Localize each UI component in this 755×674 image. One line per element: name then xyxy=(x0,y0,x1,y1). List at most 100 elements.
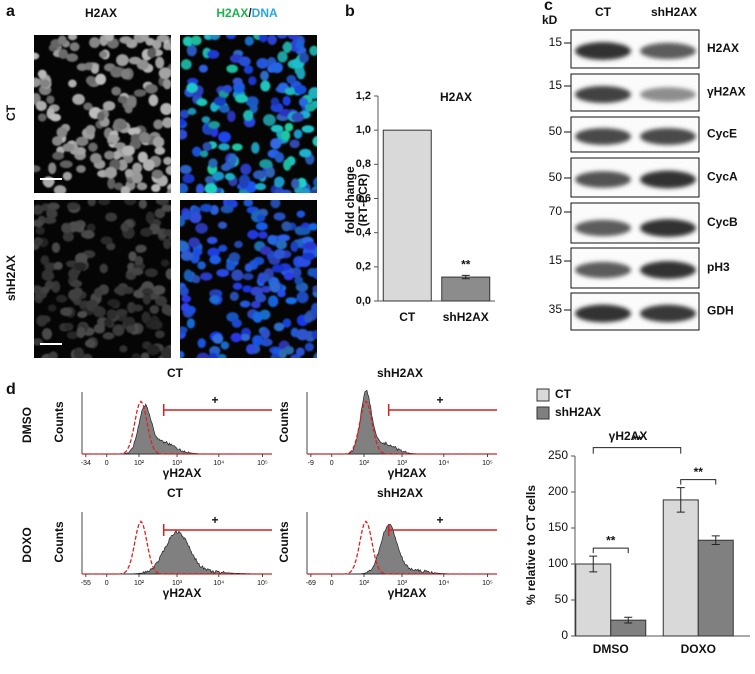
nucleus xyxy=(120,185,131,193)
nucleus xyxy=(120,222,130,233)
nucleus xyxy=(283,41,292,53)
y-tick-label: 100 xyxy=(548,556,568,570)
nucleus xyxy=(107,298,119,307)
nucleus xyxy=(40,79,51,88)
nucleus xyxy=(282,95,291,106)
nucleus xyxy=(188,237,200,248)
x-tick-label: DOXO xyxy=(681,642,716,656)
nucleus xyxy=(35,226,45,235)
nucleus xyxy=(160,347,171,358)
nucleus xyxy=(81,230,95,239)
nucleus xyxy=(81,353,93,358)
y-tick-label: 150 xyxy=(548,520,568,534)
nucleus xyxy=(138,200,147,209)
nucleus xyxy=(242,285,253,293)
nucleus xyxy=(180,251,194,261)
nucleus xyxy=(66,331,79,340)
y-tick-label: 1,2 xyxy=(356,90,371,102)
nucleus xyxy=(51,136,63,146)
nucleus xyxy=(273,248,286,260)
control-curve xyxy=(307,400,497,455)
error-bar xyxy=(676,487,685,513)
nucleus xyxy=(269,281,281,293)
nucleus xyxy=(34,219,44,228)
blot-label: H2AX xyxy=(707,41,739,55)
nucleus xyxy=(182,173,195,184)
row-label: shH2AX xyxy=(4,255,18,301)
x-tick-label: shH2AX xyxy=(443,310,489,324)
nucleus xyxy=(271,264,285,273)
marker-label: 15 xyxy=(549,35,563,49)
nucleus xyxy=(152,285,166,295)
y-tick-label: 0 xyxy=(561,628,568,642)
nucleus xyxy=(209,255,222,265)
nucleus xyxy=(151,184,161,193)
nucleus xyxy=(226,200,235,207)
nucleus xyxy=(41,269,54,279)
micrograph xyxy=(34,35,171,193)
nucleus xyxy=(124,316,136,328)
nucleus xyxy=(117,95,128,104)
annotation: ** xyxy=(606,533,616,547)
nucleus xyxy=(270,200,281,209)
nucleus xyxy=(66,53,79,62)
x-label: γH2AX xyxy=(163,586,202,600)
gate xyxy=(387,404,497,416)
nucleus xyxy=(56,294,68,303)
nucleus xyxy=(93,323,106,334)
nucleus xyxy=(238,178,249,189)
panel-label: c xyxy=(544,0,553,14)
nucleus xyxy=(286,74,297,84)
bar xyxy=(575,563,612,637)
nucleus xyxy=(218,244,228,252)
band xyxy=(575,85,631,104)
nucleus xyxy=(114,182,124,191)
nucleus xyxy=(295,40,305,50)
nuclei xyxy=(180,35,317,193)
y-tick-label: 0,8 xyxy=(356,158,371,170)
nucleus xyxy=(149,305,160,314)
nucleus xyxy=(49,113,62,122)
band xyxy=(640,42,696,60)
nucleus xyxy=(99,50,108,59)
x-tick-label: 10⁵ xyxy=(482,580,493,587)
nucleus xyxy=(311,330,317,339)
gate-label: + xyxy=(436,393,443,407)
nucleus xyxy=(220,341,230,350)
nucleus xyxy=(239,300,251,308)
bracket xyxy=(592,547,629,554)
nucleus xyxy=(185,305,196,315)
nucleus xyxy=(155,330,165,339)
x-tick-label: -9 xyxy=(308,460,314,467)
nucleus xyxy=(110,66,123,78)
nucleus xyxy=(207,247,220,258)
y-tick-label: 250 xyxy=(548,448,568,462)
nucleus xyxy=(243,109,254,121)
nucleus xyxy=(207,49,220,59)
nucleus xyxy=(48,162,57,175)
nucleus xyxy=(296,68,306,80)
nucleus xyxy=(291,267,302,279)
title-part: DNA xyxy=(252,6,278,20)
nucleus xyxy=(245,343,257,355)
x-tick-label: 10³ xyxy=(397,580,408,587)
bar xyxy=(697,539,734,637)
nucleus xyxy=(274,176,285,187)
nucleus xyxy=(68,221,82,231)
nucleus xyxy=(131,171,143,184)
nucleus xyxy=(182,210,192,221)
nucleus xyxy=(220,204,234,214)
nucleus xyxy=(104,35,115,42)
band xyxy=(575,128,631,145)
nucleus xyxy=(285,297,297,305)
nucleus xyxy=(131,267,144,276)
nucleus xyxy=(180,129,188,140)
nucleus xyxy=(158,67,171,80)
nucleus xyxy=(68,289,81,301)
band xyxy=(640,304,696,323)
nucleus xyxy=(250,300,261,309)
nucleus xyxy=(273,322,285,332)
nucleus xyxy=(186,44,197,57)
nucleus xyxy=(47,202,60,211)
